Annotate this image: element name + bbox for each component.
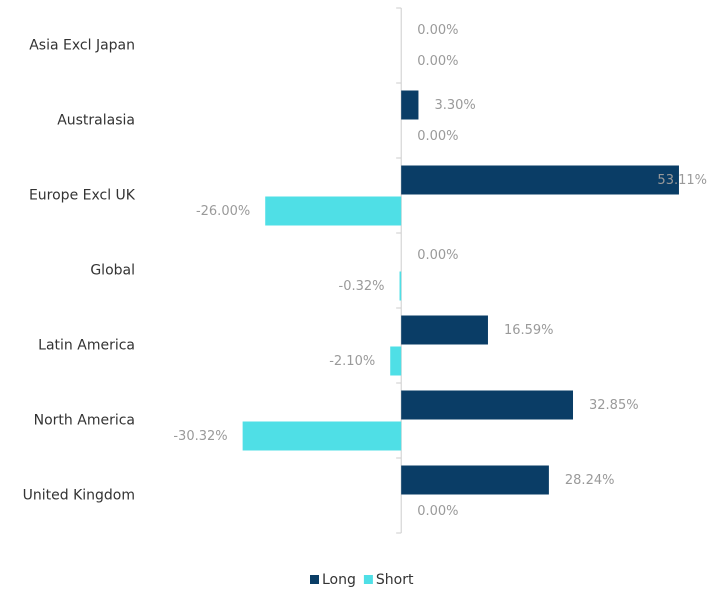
category-label: Global (90, 263, 135, 279)
value-label: 0.00% (417, 54, 458, 69)
value-label: 0.00% (417, 23, 458, 38)
value-label: 0.00% (417, 248, 458, 263)
category-label: Asia Excl Japan (29, 38, 135, 54)
bar (401, 90, 419, 120)
bar (390, 346, 402, 376)
value-label: -0.32% (339, 279, 385, 294)
value-label: 28.24% (565, 473, 615, 488)
bar (401, 165, 679, 195)
legend-label: Short (376, 572, 414, 588)
value-label: 16.59% (504, 323, 554, 338)
value-label: 0.00% (417, 504, 458, 519)
category-label: United Kingdom (23, 488, 135, 504)
value-label: 53.11% (657, 173, 707, 188)
legend-label: Long (322, 572, 356, 588)
category-label: Australasia (57, 113, 135, 129)
value-label: -26.00% (196, 204, 250, 219)
category-label: Europe Excl UK (29, 188, 136, 204)
value-label: 3.30% (434, 98, 475, 113)
value-label: 0.00% (417, 129, 458, 144)
value-label: -2.10% (329, 354, 375, 369)
bar (401, 315, 488, 345)
bar (399, 271, 402, 301)
legend-swatch (363, 575, 373, 584)
category-label: North America (34, 413, 135, 429)
category-label: Latin America (38, 338, 135, 354)
bar (401, 465, 549, 495)
legend-swatch (310, 575, 319, 584)
value-label: 32.85% (589, 398, 639, 413)
bar (265, 196, 402, 226)
value-label: -30.32% (173, 429, 227, 444)
bar (401, 390, 574, 420)
bar (242, 421, 402, 451)
